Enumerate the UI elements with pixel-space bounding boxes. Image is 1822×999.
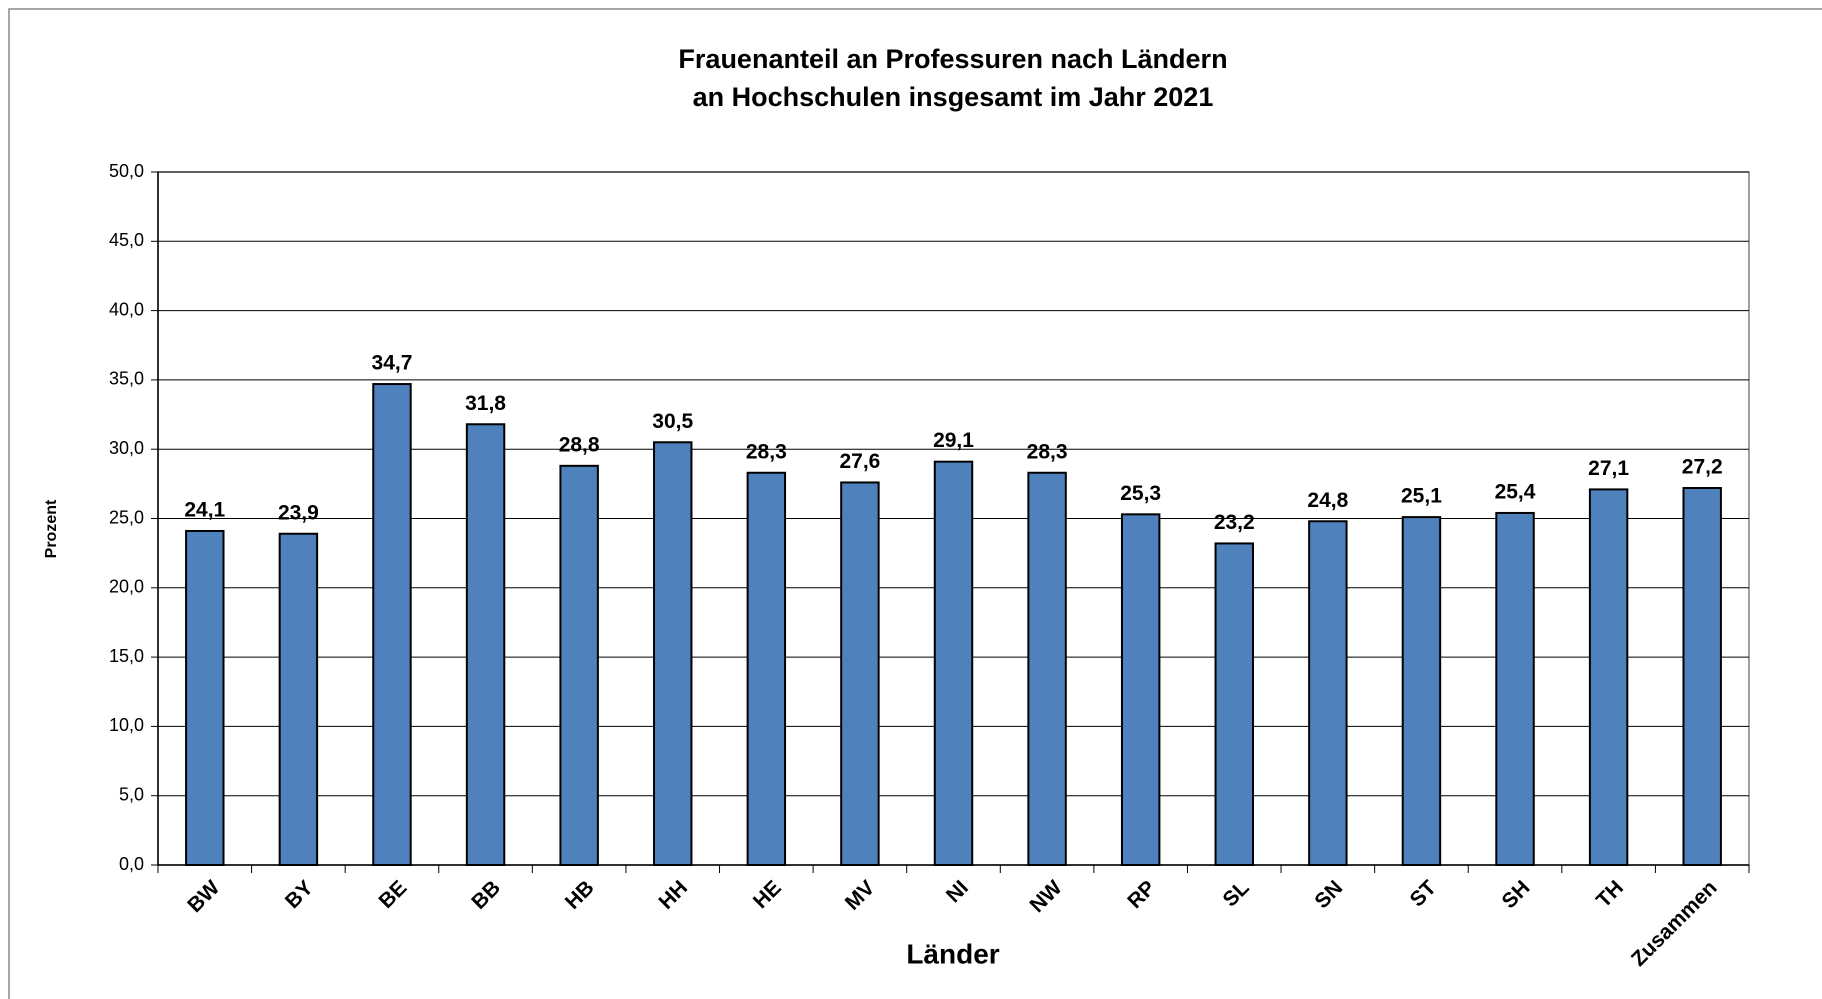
x-tick-label: BB: [467, 876, 505, 914]
data-label: 34,7: [372, 352, 413, 375]
y-tick-label: 25,0: [109, 507, 144, 527]
y-tick-label: 30,0: [109, 438, 144, 458]
bar: [1682, 487, 1722, 866]
x-tick-label: BY: [281, 876, 318, 913]
x-axis-label: Länder: [906, 938, 999, 969]
data-label: 27,2: [1682, 456, 1723, 479]
bar: [653, 441, 693, 866]
data-label: 24,1: [184, 499, 225, 522]
bar: [1120, 513, 1161, 866]
x-tick-label: BE: [375, 876, 412, 913]
data-label: 25,1: [1401, 485, 1442, 508]
bar: [185, 529, 225, 866]
chart-frame: [8, 8, 1822, 999]
data-label: 28,3: [746, 440, 787, 463]
bar: [1401, 516, 1442, 866]
bar: [1495, 511, 1535, 866]
data-label: 31,8: [465, 392, 506, 415]
bar: [746, 471, 787, 866]
x-tick-label: ST: [1406, 876, 1441, 911]
bar: [1308, 520, 1348, 866]
x-tick-label: TH: [1592, 876, 1628, 912]
bar: [372, 383, 412, 866]
x-tick-label: BW: [183, 876, 224, 917]
chart-title: Frauenanteil an Professuren nach Ländern: [678, 44, 1227, 74]
data-label: 29,1: [933, 429, 974, 452]
data-label: 24,8: [1307, 489, 1348, 512]
y-tick-label: 10,0: [109, 715, 144, 735]
chart-title: an Hochschulen insgesamt im Jahr 2021: [693, 82, 1214, 112]
data-label: 27,6: [839, 450, 880, 473]
data-label: 23,9: [278, 501, 319, 524]
data-label: 28,3: [1027, 440, 1068, 463]
y-tick-label: 40,0: [109, 299, 144, 319]
x-tick-label: Zusammen: [1627, 876, 1722, 971]
x-tick-label: HB: [561, 876, 599, 914]
y-tick-label: 0,0: [119, 854, 144, 874]
x-tick-label: RP: [1123, 876, 1160, 913]
y-tick-label: 35,0: [109, 369, 144, 389]
x-tick-label: SH: [1498, 876, 1535, 913]
y-tick-label: 15,0: [109, 646, 144, 666]
data-label: 23,2: [1214, 511, 1255, 534]
data-label: 30,5: [652, 410, 693, 433]
y-tick-label: 5,0: [119, 784, 144, 804]
x-tick-label: HH: [654, 876, 692, 914]
x-tick-label: HE: [749, 876, 786, 913]
x-tick-label: SL: [1218, 876, 1253, 911]
y-axis-label: Prozent: [43, 499, 60, 558]
data-label: 25,4: [1495, 481, 1536, 504]
bar: [278, 532, 319, 866]
data-label: 25,3: [1120, 482, 1161, 505]
bar: [465, 423, 506, 866]
x-tick-label: SN: [1310, 876, 1347, 913]
y-tick-label: 50,0: [109, 161, 144, 181]
x-tick-label: NW: [1026, 876, 1067, 917]
bar: [933, 460, 974, 866]
bar: [1588, 488, 1629, 866]
bar: [559, 464, 599, 866]
bar: [1027, 471, 1067, 866]
data-label: 28,8: [559, 433, 600, 456]
bar: [1214, 542, 1254, 866]
y-tick-label: 20,0: [109, 577, 144, 597]
x-tick-label: MV: [841, 876, 880, 915]
x-tick-label: NI: [942, 876, 973, 907]
bar: [840, 481, 880, 866]
y-tick-label: 45,0: [109, 230, 144, 250]
data-label: 27,1: [1588, 457, 1629, 480]
